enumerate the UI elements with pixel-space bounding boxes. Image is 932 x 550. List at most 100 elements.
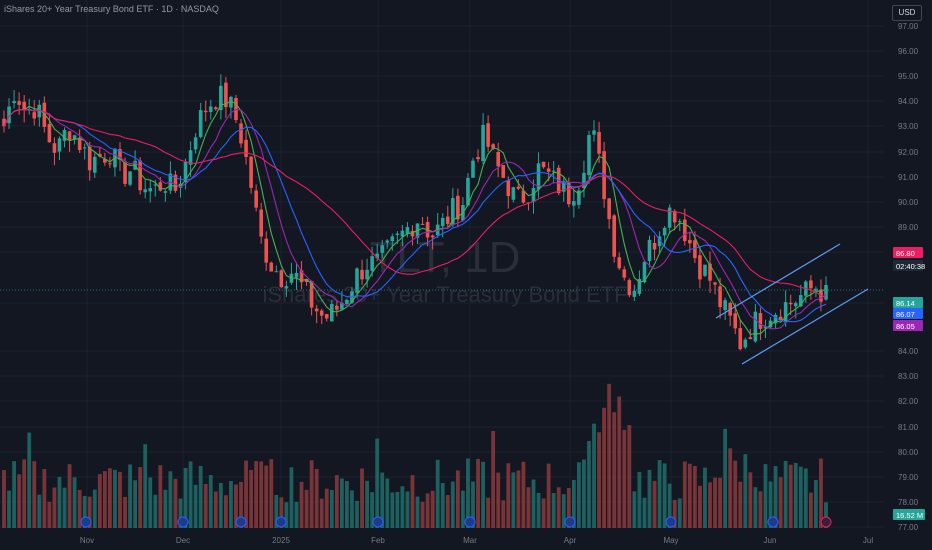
- candle-body: [12, 101, 16, 104]
- volume-bar: [607, 383, 612, 528]
- volume-bar: [622, 429, 627, 528]
- candle-body: [763, 326, 768, 329]
- time-axis[interactable]: Nov Dec 2025 Feb Mar Apr May Jun Jul: [0, 530, 884, 550]
- volume-bar: [496, 472, 501, 528]
- volume-bar: [324, 488, 329, 528]
- dividend-marker-icon: [564, 516, 576, 528]
- candle-body: [103, 158, 107, 163]
- volume-bar: [602, 407, 607, 528]
- candle-body: [335, 305, 339, 310]
- time-tick-label: May: [663, 536, 678, 545]
- volume-bar: [339, 478, 344, 528]
- candle-body: [652, 243, 657, 250]
- ma-slow-line: [3, 109, 827, 323]
- candle-body: [773, 315, 778, 324]
- volume-bar: [682, 461, 687, 528]
- price-label-bg: [893, 297, 923, 308]
- price-tick-label: 82.00: [898, 397, 919, 406]
- volume-bar: [758, 491, 763, 528]
- candle-body: [798, 295, 803, 307]
- price-label: 86.80: [896, 249, 915, 258]
- candle-body: [561, 181, 566, 192]
- volume-bar: [733, 460, 738, 528]
- volume-bar: [274, 495, 279, 528]
- volume-bar: [87, 496, 92, 528]
- volume-bar: [738, 481, 743, 528]
- candle-body: [390, 236, 395, 242]
- volume-bar: [334, 475, 339, 528]
- volume-bar: [143, 444, 148, 528]
- earnings-marker-icon: [820, 516, 832, 528]
- time-tick-label: Dec: [176, 536, 190, 545]
- candle-body: [47, 124, 52, 143]
- volume-bar: [234, 484, 238, 528]
- candle-body: [314, 308, 319, 312]
- candle-body: [632, 290, 637, 297]
- volume-bar: [208, 474, 213, 528]
- volume-bar: [435, 459, 440, 528]
- price-axis[interactable]: 97.00 96.00 95.00 94.00 93.00 92.00 91.00 90.00…: [884, 0, 932, 550]
- volume-bar: [788, 464, 793, 528]
- price-tick-label: 90.00: [898, 198, 919, 207]
- candle-body: [698, 255, 702, 280]
- candle-body: [158, 182, 163, 191]
- candle-body: [324, 314, 329, 319]
- currency-button[interactable]: USD: [892, 5, 922, 21]
- volume-bar: [455, 470, 460, 528]
- trend-channel[interactable]: [715, 243, 869, 365]
- volume-bar: [249, 469, 254, 528]
- candle-body: [188, 150, 193, 165]
- volume-bar: [617, 396, 622, 528]
- volume-bar: [511, 472, 516, 528]
- candle-body: [128, 171, 132, 185]
- candle-body: [587, 135, 591, 176]
- volume-bar: [239, 481, 243, 528]
- candle-body: [42, 102, 47, 127]
- volume-bar: [223, 495, 228, 528]
- price-label-bg: [893, 247, 923, 258]
- volume-bar: [102, 471, 107, 528]
- candle-body: [809, 280, 813, 289]
- candle-body: [471, 160, 475, 178]
- volume-bar: [133, 480, 138, 528]
- volume-bar: [178, 498, 183, 528]
- event-markers[interactable]: [80, 516, 832, 528]
- volume-bars: [2, 383, 828, 528]
- candle-body: [365, 269, 369, 280]
- candle-body: [708, 263, 712, 281]
- volume-bar: [491, 431, 496, 528]
- candle-body: [203, 110, 208, 113]
- volume-bar: [254, 461, 259, 528]
- candle-body: [481, 124, 485, 162]
- candle-body: [148, 188, 153, 192]
- candle-body: [98, 153, 102, 157]
- volume-bar: [269, 459, 274, 528]
- volume-bar: [168, 471, 173, 528]
- volume-bar: [556, 487, 561, 528]
- time-tick-label: 2025: [272, 536, 290, 545]
- candle-body: [738, 328, 743, 350]
- candle-body: [718, 286, 722, 308]
- volume-bar: [571, 479, 576, 528]
- volume-bar: [173, 478, 178, 528]
- candle-body: [229, 96, 233, 108]
- candle-body: [491, 144, 495, 149]
- price-tick-label: 78.00: [898, 498, 919, 507]
- volume-bar: [652, 480, 657, 528]
- candle-body: [703, 264, 707, 276]
- volume-bar: [778, 477, 783, 528]
- candle-body: [713, 282, 717, 285]
- moving-averages: [0, 100, 884, 335]
- volume-bar: [445, 495, 450, 528]
- volume-bar: [521, 461, 526, 528]
- candle-body: [143, 189, 148, 193]
- candle-body: [476, 157, 480, 160]
- candle-body: [733, 313, 738, 329]
- volume-bar: [385, 478, 390, 528]
- candle-body: [551, 170, 556, 172]
- candle-body: [743, 339, 748, 348]
- candle-body: [531, 187, 536, 202]
- candle-body: [748, 337, 753, 340]
- volume-bar: [526, 487, 531, 528]
